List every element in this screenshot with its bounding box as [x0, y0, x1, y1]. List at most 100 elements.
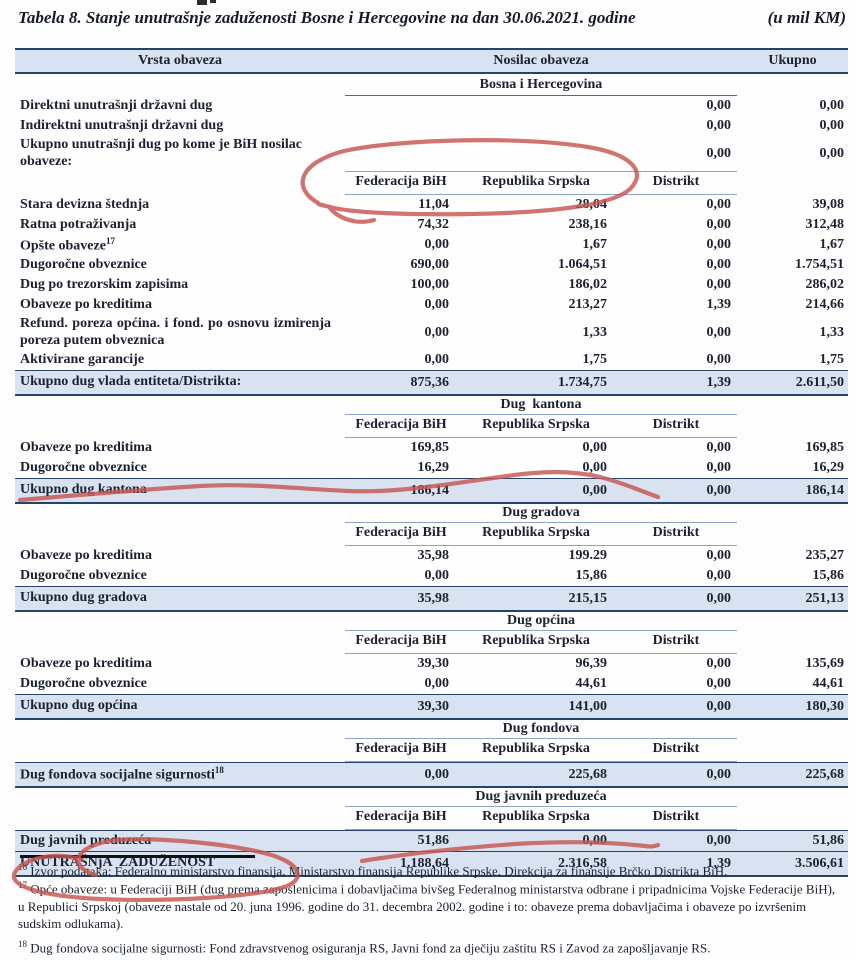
- total-row-entiteti: Ukupno dug vlada entiteta/Distrikta: 875…: [15, 370, 848, 396]
- row-label: Dugoročne obveznice: [20, 256, 147, 272]
- cell-ukupno: 0,00: [819, 118, 845, 133]
- cell-federacija: 74,32: [417, 217, 450, 232]
- cell-federacija: 875,36: [410, 374, 450, 390]
- footnote-18: 18 Dug fondova socijalne sigurnosti: Fon…: [18, 939, 711, 956]
- cell-distrikt: 0,00: [706, 766, 732, 782]
- footnote-ref-18: 18: [214, 765, 224, 776]
- footnote-16: 16 Izvor podataka: Federalno ministarstv…: [18, 862, 728, 879]
- cell-republika-srpska: 215,15: [568, 590, 608, 606]
- cell-ukupno: 186,14: [805, 482, 845, 498]
- table-row: Dug po trezorskim zapisima 100,00 186,02…: [15, 275, 848, 295]
- table-row: Refund. poreza općina. i fond. po osnovu…: [15, 315, 848, 350]
- row-label: Ukupno unutrašnji dug po kome je BiH nos…: [20, 137, 303, 169]
- col-republika-srpska: Republika Srpska: [482, 633, 590, 648]
- table-row: Direktni unutrašnji državni dug 0,00 0,0…: [15, 96, 848, 116]
- cell-federacija: 11,04: [418, 197, 449, 212]
- section-title: Dug fondova: [502, 721, 580, 736]
- cell-distrikt: 0,00: [706, 257, 732, 272]
- section-title: Dug kantona: [500, 397, 582, 412]
- cell-republika-srpska: 1,67: [582, 237, 608, 252]
- cell-distrikt: 0,00: [706, 568, 732, 583]
- col-distrikt: Distrikt: [652, 525, 700, 540]
- table-row: Ukupno unutrašnji dug po kome je BiH nos…: [15, 136, 848, 171]
- row-label: Opšte obaveze17: [20, 235, 115, 254]
- cell-republika-srpska: [457, 153, 615, 154]
- cell-distrikt: 0,00: [706, 460, 732, 475]
- cell-distrikt: 0,00: [706, 352, 732, 367]
- cell-distrikt: 0,00: [706, 833, 732, 848]
- cell-distrikt: 0,00: [706, 548, 732, 563]
- table-header-row: Vrsta obaveza Nosilac obaveza Ukupno: [15, 48, 848, 74]
- col-republika-srpska: Republika Srpska: [482, 417, 590, 432]
- entity-header-band: Federacija BiH Republika Srpska Distrikt: [345, 630, 737, 654]
- row-label: Dug javnih preduzeća: [20, 832, 152, 848]
- cell-federacija: 0,00: [424, 676, 450, 691]
- footnote-17-marker: 17: [18, 880, 27, 891]
- footnote-17: 17 Opće obaveze: u Federaciji BiH (dug p…: [18, 880, 836, 932]
- table-row: Indirektni unutrašnji državni dug 0,00 0…: [15, 116, 848, 136]
- cell-republika-srpska: 1.064,51: [558, 257, 607, 272]
- section-dug-kantona: Dug kantona: [15, 396, 848, 414]
- cell-ukupno: 1,75: [819, 352, 845, 367]
- cell-distrikt: 0,00: [706, 217, 732, 232]
- cell-ukupno: 1,67: [819, 237, 845, 252]
- cell-federacija: 186,14: [410, 482, 450, 498]
- cell-republika-srpska: 1,75: [582, 352, 608, 367]
- cell-republika-srpska: 213,27: [568, 297, 608, 312]
- cell-federacija: 0,00: [424, 237, 450, 252]
- page-title: Tabela 8. Stanje unutrašnje zaduženosti …: [18, 8, 846, 28]
- col-republika-srpska: Republika Srpska: [482, 741, 590, 756]
- footnote-ref-17: 17: [105, 235, 115, 246]
- table-row-dug-javnih-preduzeca: Dug javnih preduzeća 51,86 0,00 0,00 51,…: [15, 830, 848, 851]
- cell-federacija: 690,00: [410, 257, 450, 272]
- entity-header-band: Federacija BiH Republika Srpska Distrikt: [345, 738, 737, 762]
- cell-ukupno: 135,69: [805, 656, 845, 671]
- table-row: Aktivirane garancije 0,00 1,75 0,00 1,75: [15, 350, 848, 370]
- entity-header-band: Federacija BiH Republika Srpska Distrikt: [345, 522, 737, 546]
- col-republika-srpska: Republika Srpska: [482, 525, 590, 540]
- section-dug-gradova: Dug gradova: [15, 504, 848, 522]
- cell-republika-srpska: 225,68: [568, 766, 608, 782]
- col-republika-srpska: Republika Srpska: [482, 174, 590, 189]
- row-label: Ukupno dug vlada entiteta/Distrikta:: [20, 374, 242, 390]
- col-distrikt: Distrikt: [652, 417, 700, 432]
- entity-header-band: Federacija BiH Republika Srpska Distrikt: [345, 414, 737, 438]
- section-dug-fondova: Dug fondova: [15, 720, 848, 738]
- entity-header-row: Federacija BiH Republika Srpska Distrikt: [15, 414, 848, 438]
- entity-header-row: Federacija BiH Republika Srpska Distrikt: [15, 806, 848, 830]
- cell-federacija: 39,30: [417, 698, 450, 714]
- cell-distrikt: 0,00: [706, 440, 732, 455]
- cell-ukupno: 235,27: [805, 548, 845, 563]
- cell-republika-srpska: 0,00: [582, 440, 608, 455]
- table-row: Obaveze po kreditima 0,00 213,27 1,39 21…: [15, 295, 848, 315]
- row-label: Stara devizna štednja: [20, 196, 150, 212]
- footnote-18-marker: 18: [18, 939, 27, 950]
- cell-federacija: [345, 153, 457, 154]
- cell-ukupno: 51,86: [812, 833, 845, 848]
- debt-table: Vrsta obaveza Nosilac obaveza Ukupno Bos…: [15, 48, 848, 877]
- col-distrikt: Distrikt: [652, 809, 700, 824]
- section-title: Dug gradova: [502, 505, 580, 520]
- cell-ukupno: 2.611,50: [795, 374, 844, 390]
- total-row-fondovi: Dug fondova socijalne sigurnosti18 0,00 …: [15, 762, 848, 788]
- row-label: Ratna potraživanja: [20, 216, 137, 232]
- row-label: Dug po trezorskim zapisima: [20, 276, 189, 292]
- total-row-kantoni: Ukupno dug kantona 186,14 0,00 0,00 186,…: [15, 478, 848, 504]
- table-caption: Tabela 8. Stanje unutrašnje zaduženosti …: [18, 8, 636, 27]
- table-row: Obaveze po kreditima 169,85 0,00 0,00 16…: [15, 438, 848, 458]
- col-federacija-bih: Federacija BiH: [355, 741, 447, 756]
- entity-header-row: Federacija BiH Republika Srpska Distrikt: [15, 171, 848, 195]
- entity-header-row: Federacija BiH Republika Srpska Distrikt: [15, 630, 848, 654]
- row-label: Obaveze po kreditima: [20, 655, 152, 671]
- header-vrsta-obaveza: Vrsta obaveza: [137, 53, 223, 68]
- cell-federacija: 169,85: [410, 440, 450, 455]
- cell-ukupno: 15,86: [812, 568, 845, 583]
- cell-federacija: [345, 126, 457, 127]
- cropped-text-fragment: [197, 0, 207, 5]
- cell-distrikt: 0,00: [706, 197, 732, 212]
- cell-republika-srpska: 28,04: [575, 197, 608, 212]
- col-federacija-bih: Federacija BiH: [355, 174, 447, 189]
- table-row: Ratna potraživanja 74,32 238,16 0,00 312…: [15, 215, 848, 235]
- cell-federacija: 0,00: [424, 766, 450, 782]
- table-row: Dugoročne obveznice 0,00 15,86 0,00 15,8…: [15, 566, 848, 586]
